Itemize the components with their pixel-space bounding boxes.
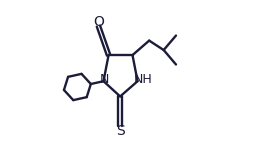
Text: O: O — [94, 15, 105, 29]
Text: N: N — [100, 73, 109, 86]
Text: S: S — [116, 124, 125, 138]
Text: NH: NH — [134, 72, 152, 86]
